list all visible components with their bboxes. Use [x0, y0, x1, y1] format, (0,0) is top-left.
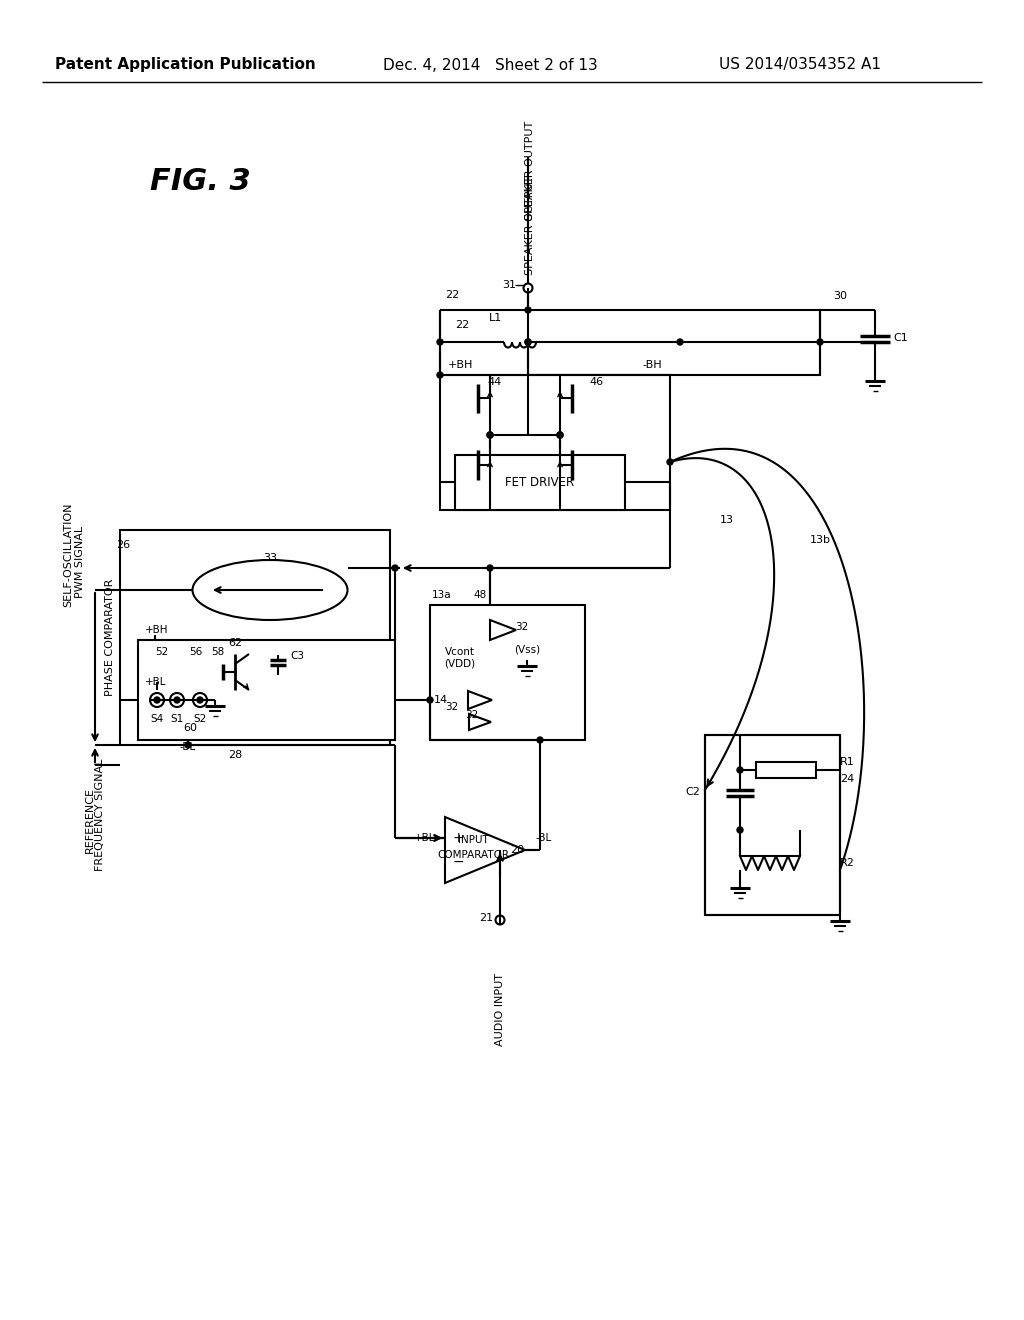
Circle shape: [487, 565, 493, 572]
Text: 32: 32: [515, 622, 528, 632]
Text: +BL: +BL: [414, 833, 435, 843]
Text: AUDIO INPUT: AUDIO INPUT: [495, 974, 505, 1047]
Text: SELF-OSCILLATION: SELF-OSCILLATION: [63, 503, 73, 607]
Text: 44: 44: [487, 378, 502, 387]
Text: −: −: [453, 855, 464, 869]
Text: 20: 20: [510, 845, 524, 855]
Text: 58: 58: [211, 647, 224, 657]
Circle shape: [174, 697, 180, 704]
Circle shape: [557, 432, 563, 438]
Circle shape: [487, 432, 493, 438]
Text: R1: R1: [840, 756, 855, 767]
Circle shape: [667, 459, 673, 465]
Text: Vcont: Vcont: [445, 647, 475, 657]
Text: COMPARATOR: COMPARATOR: [437, 850, 509, 861]
Text: SPEAKER OUTPUT: SPEAKER OUTPUT: [525, 176, 535, 275]
Text: S1: S1: [170, 714, 183, 723]
Text: FET DRIVER: FET DRIVER: [506, 475, 574, 488]
Circle shape: [557, 432, 563, 438]
Circle shape: [185, 742, 191, 748]
Text: 46: 46: [590, 378, 604, 387]
Text: C1: C1: [893, 333, 907, 343]
Bar: [756, 762, 816, 777]
Circle shape: [677, 339, 683, 345]
Circle shape: [487, 432, 493, 438]
Text: SPEAKER OUTPUT: SPEAKER OUTPUT: [525, 120, 535, 219]
Text: +BL: +BL: [145, 677, 167, 686]
Text: 56: 56: [189, 647, 203, 657]
Circle shape: [437, 372, 443, 378]
Text: 60: 60: [183, 723, 197, 733]
Text: 14: 14: [434, 696, 449, 705]
Circle shape: [525, 339, 531, 345]
Text: 26: 26: [116, 540, 130, 550]
Text: C2: C2: [685, 787, 700, 797]
Text: +: +: [453, 832, 464, 845]
Text: L1: L1: [488, 313, 502, 323]
Text: REFERENCE: REFERENCE: [85, 787, 95, 853]
Circle shape: [817, 339, 823, 345]
Circle shape: [392, 565, 398, 572]
Text: Patent Application Publication: Patent Application Publication: [54, 58, 315, 73]
Text: S4: S4: [151, 714, 164, 723]
Text: 31: 31: [502, 280, 516, 290]
Text: 28: 28: [228, 750, 242, 760]
Text: INPUT: INPUT: [458, 836, 488, 845]
Bar: [528, 310, 820, 375]
Text: 33: 33: [263, 553, 278, 564]
Text: 32: 32: [445, 702, 459, 711]
Text: FREQUENCY SIGNAL: FREQUENCY SIGNAL: [95, 759, 105, 871]
Text: (Vss): (Vss): [514, 645, 540, 655]
Text: 22: 22: [445, 290, 459, 300]
Bar: [120, 531, 390, 744]
Text: C3: C3: [290, 651, 304, 661]
Text: +BH: +BH: [449, 360, 473, 370]
Circle shape: [737, 828, 743, 833]
Text: 21: 21: [479, 913, 493, 923]
Text: PHASE COMPARATOR: PHASE COMPARATOR: [105, 578, 115, 696]
Text: -BL: -BL: [535, 833, 551, 843]
Circle shape: [737, 767, 743, 774]
Text: 13b: 13b: [810, 535, 831, 545]
Bar: [430, 605, 585, 741]
Circle shape: [437, 339, 443, 345]
Text: FIG. 3: FIG. 3: [150, 168, 251, 197]
Circle shape: [197, 697, 203, 704]
Text: 22: 22: [455, 319, 469, 330]
Bar: [440, 375, 670, 510]
Text: US 2014/0354352 A1: US 2014/0354352 A1: [719, 58, 881, 73]
Circle shape: [427, 697, 433, 704]
Circle shape: [525, 339, 531, 345]
Bar: [138, 640, 395, 741]
Text: 24: 24: [840, 774, 854, 784]
Circle shape: [537, 737, 543, 743]
Text: PWM SIGNAL: PWM SIGNAL: [75, 525, 85, 598]
Text: 52: 52: [156, 647, 169, 657]
Text: 13: 13: [720, 515, 734, 525]
Text: 13a: 13a: [432, 590, 452, 601]
Text: R2: R2: [840, 858, 855, 869]
Text: S2: S2: [194, 714, 207, 723]
Text: -BH: -BH: [642, 360, 662, 370]
Bar: [455, 455, 625, 510]
Text: 30: 30: [833, 290, 847, 301]
Text: +BH: +BH: [145, 624, 169, 635]
Text: Dec. 4, 2014   Sheet 2 of 13: Dec. 4, 2014 Sheet 2 of 13: [383, 58, 597, 73]
Text: 48: 48: [473, 590, 486, 601]
Text: 32: 32: [465, 710, 478, 719]
Circle shape: [525, 308, 531, 313]
Text: 62: 62: [228, 638, 242, 648]
Text: (VDD): (VDD): [444, 657, 475, 668]
Text: -BL: -BL: [180, 742, 197, 752]
Bar: [705, 735, 840, 915]
Circle shape: [154, 697, 160, 704]
